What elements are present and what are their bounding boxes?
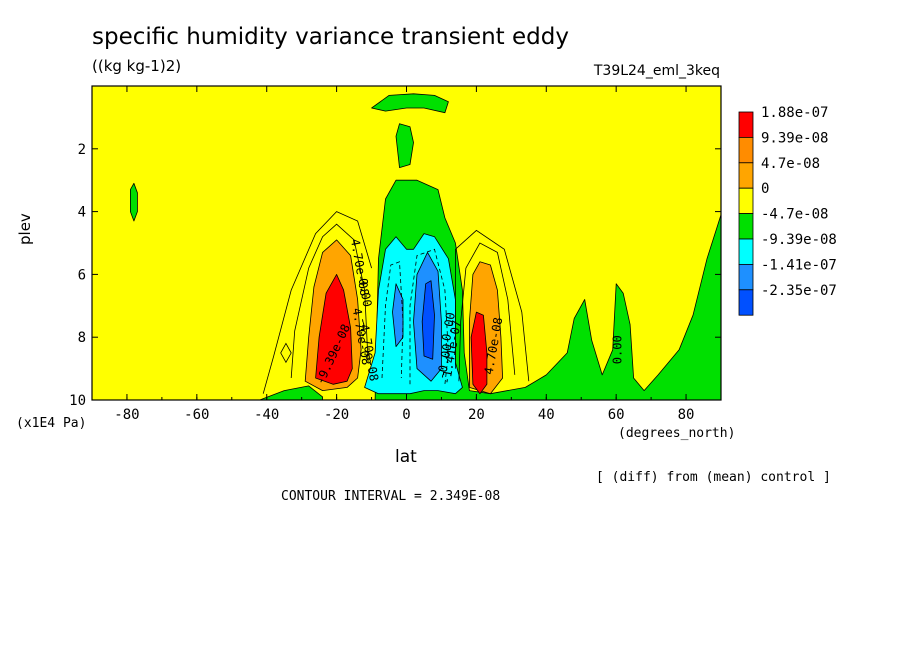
contour-region-red-west xyxy=(315,273,353,385)
x-tick-label: 20 xyxy=(468,407,485,423)
plot-area: -9.39e-084.70e-084.70e-08-4.70e-08 4.70e-… xyxy=(69,85,722,423)
legend-label: -9.39e-08 xyxy=(761,232,837,248)
x-tick-label: 60 xyxy=(608,407,625,423)
experiment-name: T39L24_eml_3keq xyxy=(593,63,720,79)
contour-label: 0.00 xyxy=(610,335,624,364)
contour-region-blue-west-core xyxy=(392,283,404,348)
legend-swatch xyxy=(738,136,754,164)
x-tick-label: -80 xyxy=(114,407,139,423)
legend-swatch xyxy=(738,263,754,291)
x-tick-label: 0 xyxy=(402,407,410,423)
x-tick-label: -40 xyxy=(254,407,279,423)
legend-label: -2.35e-07 xyxy=(761,283,837,299)
contour-interval-annotation: CONTOUR INTERVAL = 2.349E-08 xyxy=(281,489,501,504)
chart-title: specific humidity variance transient edd… xyxy=(92,24,569,50)
legend-swatch xyxy=(738,111,754,138)
contour-line-2 xyxy=(262,211,372,394)
legend-label: 4.7e-08 xyxy=(761,156,820,172)
legend-swatch xyxy=(738,238,754,265)
contour-line-4 xyxy=(455,229,530,382)
legend-swatch xyxy=(738,289,754,316)
contour-region-green-upper-blob xyxy=(395,123,414,169)
contour-label: -0.00 xyxy=(438,311,458,349)
legend-label: -1.41e-07 xyxy=(761,257,837,273)
x-axis-unit: (degrees_north) xyxy=(618,426,736,441)
contour-line-3 xyxy=(458,242,516,382)
contour-region-green-west-blob xyxy=(129,182,138,222)
legend-label: 1.88e-07 xyxy=(761,105,828,121)
diff-annotation: [ (diff) from (mean) control ] xyxy=(596,470,831,485)
contour-label: -0.00 xyxy=(434,343,454,381)
legend-swatch xyxy=(738,213,754,240)
x-tick-label: 80 xyxy=(678,407,695,423)
contour-line-1 xyxy=(290,223,369,379)
contour-small-loop xyxy=(280,342,292,364)
contour-region-green-top-blob xyxy=(371,93,449,114)
contour-region-deep-blue-core xyxy=(421,280,435,360)
x-tick-label: -20 xyxy=(324,407,349,423)
y-tick-label: 2 xyxy=(78,142,86,158)
legend-label: -4.7e-08 xyxy=(761,207,828,223)
legend-swatch xyxy=(738,187,754,214)
contour-region-red-east xyxy=(470,311,488,395)
legend-swatch xyxy=(738,162,754,189)
contour-label: 0.00 xyxy=(356,277,375,308)
contour-line-5 xyxy=(381,261,404,379)
y-tick-label: 6 xyxy=(78,267,86,283)
chart-units: ((kg kg-1)2) xyxy=(92,57,182,75)
y-tick-label: 8 xyxy=(78,330,86,346)
y-tick-label: 10 xyxy=(69,393,86,409)
x-tick-label: -60 xyxy=(184,407,209,423)
y-axis-unit: (x1E4 Pa) xyxy=(16,416,87,431)
y-tick-label: 4 xyxy=(78,205,86,221)
contour-line-6 xyxy=(409,248,449,385)
x-tick-label: 40 xyxy=(538,407,555,423)
legend-label: 9.39e-08 xyxy=(761,130,828,146)
contour-region-green-tropical-negative xyxy=(374,179,722,401)
color-legend: 1.88e-07 9.39e-08 4.7e-08 0 -4.7e-08 -9.39e-0… xyxy=(738,105,837,316)
x-axis-label: lat xyxy=(395,447,417,467)
legend-label: 0 xyxy=(761,181,769,197)
